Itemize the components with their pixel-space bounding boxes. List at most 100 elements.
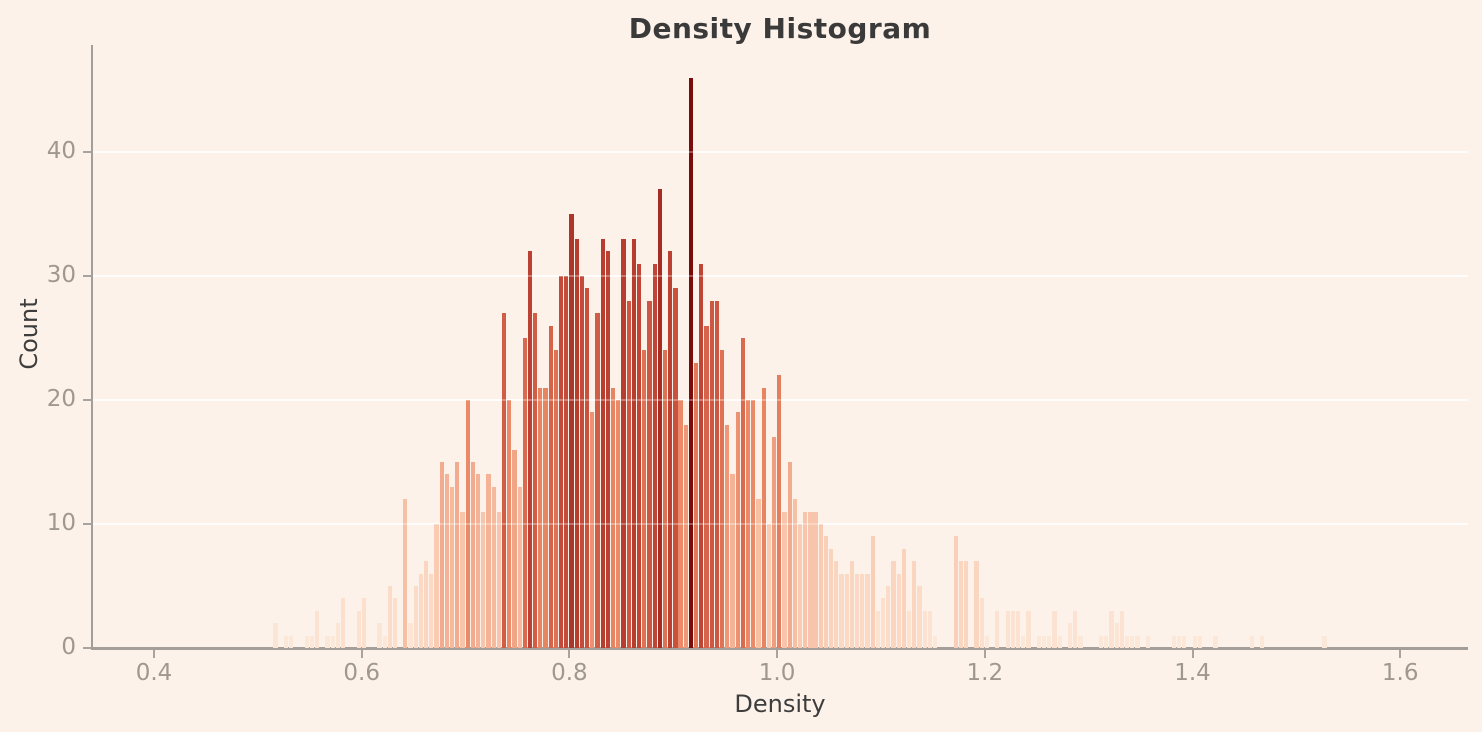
histogram-bar bbox=[668, 251, 673, 648]
histogram-bar bbox=[1010, 610, 1016, 648]
histogram-bar bbox=[860, 573, 865, 648]
gridline-overlay bbox=[93, 151, 1468, 153]
histogram-bar bbox=[953, 536, 958, 648]
histogram-bar bbox=[590, 412, 595, 648]
histogram-bar bbox=[403, 499, 408, 648]
histogram-bar bbox=[335, 623, 340, 648]
histogram-bar bbox=[1192, 635, 1197, 648]
histogram-bar bbox=[1260, 635, 1265, 648]
histogram-bar bbox=[1322, 635, 1327, 648]
histogram-bar bbox=[751, 400, 756, 648]
gridline-overlay bbox=[93, 275, 1468, 277]
histogram-bar bbox=[652, 263, 657, 648]
histogram-bar bbox=[683, 424, 688, 648]
histogram-bar bbox=[1213, 635, 1218, 648]
histogram-bar bbox=[844, 573, 849, 648]
x-tick-label: 1.4 bbox=[1174, 660, 1211, 686]
histogram-bar bbox=[808, 511, 813, 648]
histogram-bar bbox=[979, 598, 984, 648]
histogram-bar bbox=[1036, 635, 1041, 648]
histogram-bar bbox=[818, 524, 823, 648]
histogram-bar bbox=[434, 524, 439, 648]
histogram-bar bbox=[673, 288, 678, 648]
histogram-bar bbox=[309, 635, 315, 648]
histogram-bar bbox=[382, 635, 387, 648]
histogram-bar bbox=[522, 338, 527, 648]
histogram-bar bbox=[465, 400, 470, 648]
y-axis-line bbox=[91, 45, 93, 650]
x-tick-mark bbox=[360, 650, 363, 658]
histogram-bar bbox=[932, 635, 938, 648]
histogram-bar bbox=[735, 412, 740, 648]
x-tick-label: 0.4 bbox=[135, 660, 173, 686]
histogram-bar bbox=[289, 635, 294, 648]
histogram-bar bbox=[610, 387, 616, 648]
histogram-bar bbox=[896, 573, 901, 648]
y-tick-label: 10 bbox=[46, 510, 76, 536]
histogram-bar bbox=[595, 313, 600, 648]
histogram-bar bbox=[917, 586, 922, 648]
histogram-bar bbox=[1176, 635, 1182, 648]
histogram-bar bbox=[512, 449, 517, 648]
histogram-bar bbox=[745, 400, 751, 648]
x-tick-mark bbox=[1399, 650, 1402, 658]
histogram-bar bbox=[740, 338, 746, 648]
histogram-bar bbox=[475, 474, 481, 648]
histogram-bar bbox=[720, 350, 725, 648]
histogram-bar bbox=[813, 511, 818, 648]
y-tick-mark bbox=[83, 523, 91, 525]
histogram-bar bbox=[875, 610, 881, 648]
gridline-overlay bbox=[93, 523, 1468, 525]
y-tick-mark bbox=[83, 399, 91, 401]
histogram-bar bbox=[699, 263, 704, 648]
histogram-bar bbox=[995, 610, 1000, 648]
x-tick-mark bbox=[568, 650, 571, 658]
x-tick-label: 0.6 bbox=[343, 660, 380, 686]
histogram-bar bbox=[616, 400, 621, 648]
histogram-bar bbox=[340, 598, 346, 648]
y-tick-label: 20 bbox=[46, 386, 76, 412]
x-tick-mark bbox=[983, 650, 986, 658]
histogram-bar bbox=[964, 561, 969, 648]
histogram-bar bbox=[647, 300, 652, 648]
histogram-bar bbox=[1130, 635, 1135, 648]
histogram-bar bbox=[1099, 635, 1104, 648]
gridline-overlay bbox=[93, 399, 1468, 401]
histogram-bar bbox=[870, 536, 875, 648]
y-tick-mark bbox=[83, 275, 91, 277]
histogram-bar bbox=[392, 598, 398, 648]
x-tick-mark bbox=[1191, 650, 1194, 658]
histogram-bar bbox=[974, 561, 979, 648]
histogram-bar bbox=[855, 573, 860, 648]
histogram-bar bbox=[538, 387, 543, 648]
histogram-bar bbox=[439, 462, 444, 648]
histogram-bar bbox=[486, 474, 491, 648]
histogram-bar bbox=[1041, 635, 1047, 648]
histogram-bar bbox=[1073, 610, 1078, 648]
histogram-bar bbox=[304, 635, 309, 648]
histogram-bar bbox=[481, 511, 486, 648]
histogram-bar bbox=[1119, 610, 1125, 648]
histogram-bar bbox=[543, 387, 548, 648]
histogram-bar bbox=[1057, 635, 1062, 648]
histogram-bar bbox=[1197, 635, 1202, 648]
histogram-bar bbox=[470, 462, 475, 648]
histogram-bar bbox=[662, 350, 668, 648]
histogram-bar bbox=[678, 400, 683, 648]
histogram-bar bbox=[865, 573, 870, 648]
histogram-bar bbox=[771, 437, 777, 648]
histogram-bar bbox=[1249, 635, 1254, 648]
histogram-bar bbox=[559, 276, 564, 648]
histogram-bar bbox=[1047, 635, 1052, 648]
histogram-bar bbox=[626, 300, 631, 648]
x-axis-label: Density bbox=[734, 690, 826, 718]
histogram-bar bbox=[460, 511, 465, 648]
histogram-bar bbox=[1067, 623, 1073, 648]
histogram-bar bbox=[631, 238, 636, 648]
histogram-bar bbox=[901, 548, 906, 648]
histogram-bar bbox=[922, 610, 927, 648]
y-tick-label: 40 bbox=[46, 138, 76, 164]
histogram-bar bbox=[912, 561, 917, 648]
histogram-bar bbox=[834, 561, 839, 648]
